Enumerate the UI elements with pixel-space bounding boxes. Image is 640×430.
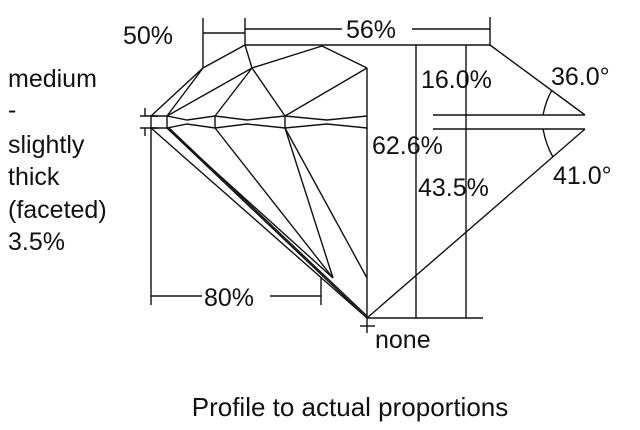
girdle-label-line: - — [8, 96, 16, 124]
girdle-label-line: thick — [8, 163, 60, 191]
crown-angle-label: 36.0° — [551, 63, 610, 91]
total-depth-label: 62.6% — [372, 132, 443, 160]
caption: Profile to actual proportions — [192, 392, 509, 422]
crown-height-label: 50% — [123, 22, 173, 50]
table-percent-label: 56% — [346, 16, 396, 44]
pavilion-depth-label: 43.5% — [418, 174, 489, 202]
culet-label: none — [375, 326, 431, 354]
lower-half-label: 80% — [204, 284, 254, 312]
girdle-label-line: (faceted) — [8, 196, 107, 224]
girdle-label-line: slightly — [8, 131, 85, 159]
girdle-label: medium - slightly thick (faceted) 3.5% — [8, 65, 107, 256]
pavilion-angle-label: 41.0° — [553, 162, 612, 190]
diamond-outline — [150, 44, 586, 319]
girdle-label-line: 3.5% — [8, 228, 65, 256]
girdle-label-line: medium — [8, 65, 97, 93]
dimension-lines — [140, 17, 491, 333]
crown-height-percent-label: 16.0% — [421, 66, 492, 94]
